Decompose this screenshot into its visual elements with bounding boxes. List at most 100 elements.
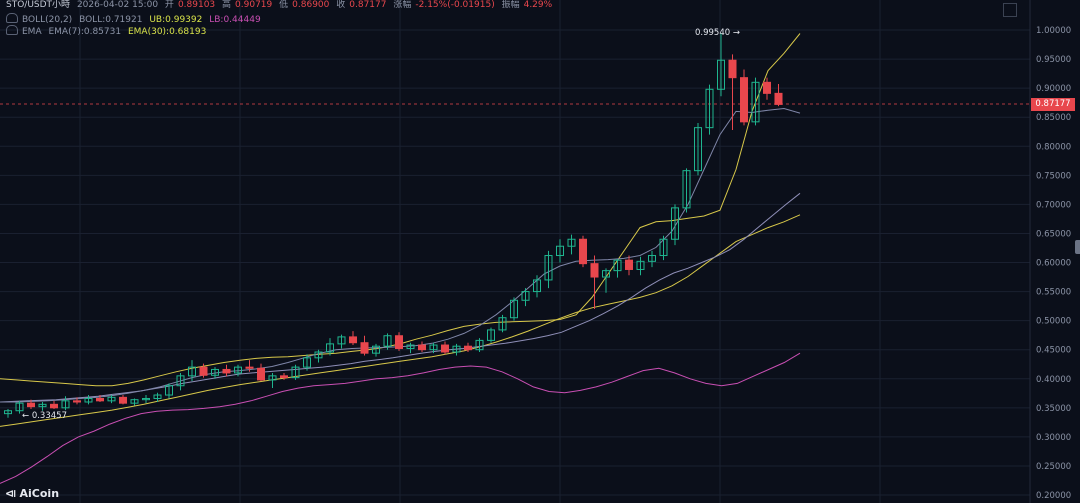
candle [487,327,495,343]
candle [211,367,219,379]
candle-body [659,238,668,257]
candle-body [199,366,208,376]
symbol-label: STO/USDT小時 [6,0,71,10]
y-tick-label: 0.30000 [1036,433,1071,443]
ema30-line [0,214,801,427]
eye-icon[interactable] [6,25,18,35]
candle [395,332,403,351]
candle [73,397,81,405]
candle [314,349,323,363]
candle [694,123,702,176]
candle-body [303,357,311,368]
candle-body [349,336,357,344]
high-annotation: 0.99540 → [695,28,740,38]
candle-body [27,402,35,408]
candle-body [682,170,691,209]
change-label: 涨幅 [393,0,412,10]
candle-body [268,375,277,381]
candle [751,77,760,126]
candle [475,338,484,353]
candle [326,338,334,356]
settings-icon[interactable] [1003,3,1017,17]
candle [579,235,587,268]
candle-body [383,335,392,347]
candle-body [372,345,380,354]
candle-body [567,238,576,247]
candle-body [521,291,530,301]
candle [234,364,242,377]
eye-icon[interactable] [6,13,18,23]
candle [636,256,645,276]
open-label: 开 [164,0,174,10]
candle [533,275,541,298]
boll-header[interactable]: BOLL(20,2) BOLL:0.71921 UB:0.99392 LB:0.… [6,13,265,26]
boll-ub-value: UB:0.99392 [149,15,203,25]
candle-body [107,396,116,402]
candle-body [395,335,403,350]
candle [268,372,277,389]
low-label: 低 [279,0,289,10]
candle [188,360,196,382]
candle [222,364,231,377]
candle-body [452,345,461,353]
candle-body [4,410,12,415]
candle-body [648,255,656,262]
candle-body [142,398,150,401]
candle [763,77,771,100]
candle-body [291,366,300,379]
candle-body [441,344,449,353]
candle-body [119,396,127,404]
candle [303,354,311,371]
candle-body [694,127,702,172]
candle-body [326,343,334,353]
candle [245,360,254,372]
candle [61,396,70,411]
aicoin-logo: ⧏ AiCoin [5,487,60,500]
candle [602,268,610,293]
candle [50,400,58,409]
candle-body [61,400,70,409]
candle [567,234,576,255]
low-value: 0.86900 [292,0,330,10]
candles [4,32,783,418]
amp-label: 振幅 [501,0,520,10]
candle-body [774,92,783,105]
candle-body [625,259,633,270]
candle [521,288,530,307]
candle [590,255,599,309]
candle [717,32,725,97]
candle [774,84,783,107]
candle-body [728,59,737,79]
candle-body [188,366,196,377]
candle [280,372,288,380]
y-tick-label: 0.75000 [1036,171,1071,181]
candle-body [579,238,587,265]
ema30-value: EMA(30):0.68193 [127,27,207,37]
candle [257,363,265,382]
y-tick-label: 0.55000 [1036,288,1071,298]
candle-body [257,367,265,381]
ema-header[interactable]: EMA EMA(7):0.85731 EMA(30):0.68193 [6,25,210,38]
candle [360,335,369,356]
scroll-handle[interactable] [1075,240,1080,254]
y-tick-label: 0.85000 [1036,113,1071,123]
candle [682,168,691,213]
candle-body [360,342,369,354]
candle-body [671,207,679,240]
candle-body [544,255,553,281]
candle-body [602,270,610,278]
candle [337,334,346,349]
candle-body [245,366,254,369]
y-tick-label: 0.70000 [1036,200,1071,210]
y-tick-label: 0.50000 [1036,317,1071,327]
candle-body [475,339,484,351]
candle [383,333,392,350]
candle [4,408,12,418]
candle-body [96,398,104,402]
y-tick-label: 0.60000 [1036,259,1071,269]
current-price-tag: 0.87177 [1031,98,1075,111]
candle [625,255,633,276]
candle [510,297,518,321]
candle [130,398,139,406]
